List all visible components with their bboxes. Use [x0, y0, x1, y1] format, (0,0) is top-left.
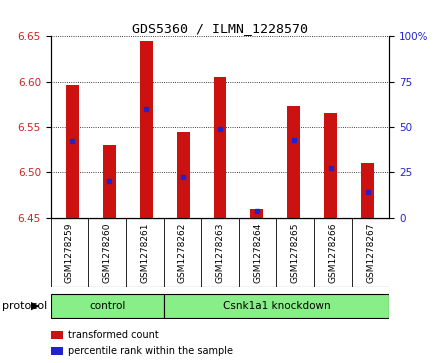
Text: GSM1278263: GSM1278263 [216, 223, 224, 283]
Text: GSM1278262: GSM1278262 [178, 223, 187, 283]
Bar [287, 106, 300, 218]
Text: GSM1278260: GSM1278260 [103, 223, 112, 283]
Text: GSM1278259: GSM1278259 [65, 223, 74, 283]
Bar [176, 131, 190, 218]
Text: GSM1278264: GSM1278264 [253, 223, 262, 283]
Text: Csnk1a1 knockdown: Csnk1a1 knockdown [223, 301, 330, 311]
Text: GSM1278267: GSM1278267 [366, 223, 375, 283]
Text: ▶: ▶ [31, 301, 40, 311]
Title: GDS5360 / ILMN_1228570: GDS5360 / ILMN_1228570 [132, 22, 308, 35]
Bar [66, 85, 79, 218]
Text: protocol: protocol [2, 301, 48, 311]
Bar [361, 163, 374, 218]
Bar [250, 209, 264, 218]
Text: transformed count: transformed count [68, 330, 159, 340]
Text: GSM1278261: GSM1278261 [140, 223, 149, 283]
Text: GSM1278266: GSM1278266 [328, 223, 337, 283]
Text: control: control [89, 301, 125, 311]
Bar [213, 77, 227, 218]
Bar [164, 294, 389, 318]
Bar [103, 145, 116, 218]
Bar [140, 41, 153, 218]
Bar [51, 294, 164, 318]
Text: GSM1278265: GSM1278265 [291, 223, 300, 283]
Bar [324, 113, 337, 218]
Text: percentile rank within the sample: percentile rank within the sample [68, 346, 233, 356]
